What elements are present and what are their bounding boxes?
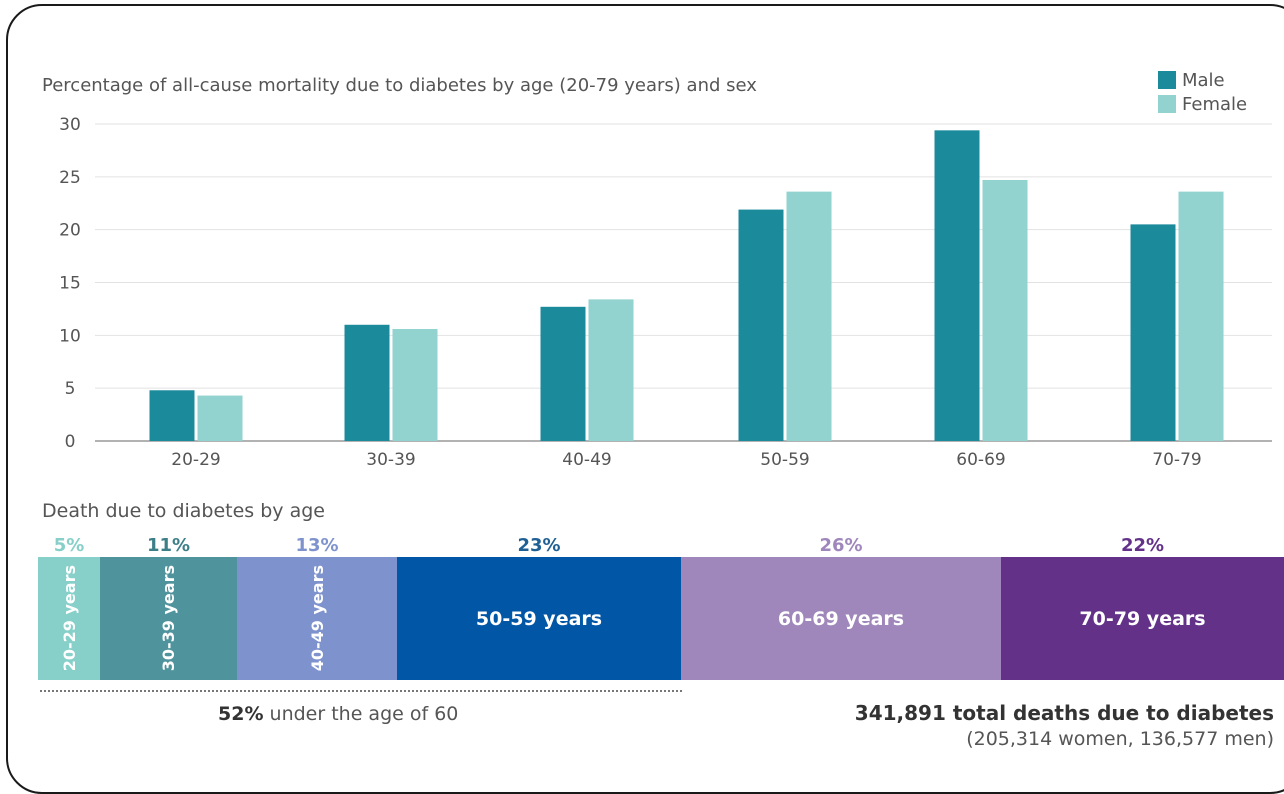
x-tick-label: 50-59 — [760, 450, 809, 470]
x-tick-label: 30-39 — [366, 450, 415, 470]
y-tick-label: 15 — [59, 274, 81, 294]
legend-label-male: Male — [1182, 70, 1225, 91]
segment-percent: 5% — [53, 535, 85, 556]
y-tick-label: 25 — [59, 168, 81, 188]
segment-percent: 23% — [517, 535, 561, 556]
segment-label: 40-49 years — [307, 565, 327, 672]
bar-male-40-49 — [540, 306, 586, 441]
x-tick-label: 40-49 — [562, 450, 611, 470]
under-60-note: 52% under the age of 60 — [218, 703, 458, 725]
bar-male-30-39 — [344, 324, 390, 441]
age-segment-4: 23% 50-59 years — [397, 535, 681, 680]
segment-percent: 26% — [819, 535, 863, 556]
under-60-pct: 52% — [218, 703, 264, 725]
y-tick-label: 30 — [59, 115, 81, 135]
grouped-bar-chart: 0 5 10 15 20 25 30 20-29 30-39 40-49 50-59 60-69 70-… — [42, 70, 1272, 470]
grid-lines — [95, 123, 1272, 442]
age-breakdown-bar: 5% 20-29 years 11% 30-39 years 13% 40-49 year… — [38, 535, 1284, 680]
segment-label: 30-39 years — [159, 565, 178, 672]
segment-percent: 11% — [146, 535, 191, 556]
y-tick-label: 0 — [65, 432, 76, 452]
y-tick-label: 20 — [59, 221, 81, 241]
segment-block: 70-79 years — [1001, 557, 1284, 680]
segment-block: 50-59 years — [397, 557, 681, 680]
axis-ticks: 0 5 10 15 20 25 30 20-29 30-39 40-49 50-59 60-69 70-… — [59, 115, 1202, 470]
legend-swatch-female — [1158, 95, 1176, 113]
segment-label: 50-59 years — [475, 607, 603, 630]
segment-percent: 13% — [295, 535, 339, 556]
under-60-text: under the age of 60 — [269, 703, 459, 725]
total-deaths: 341,891 total deaths due to diabetes — [854, 701, 1274, 725]
segment-block: 30-39 years — [100, 557, 237, 680]
bar-female-40-49 — [588, 299, 634, 441]
chart-title: Percentage of all-cause mortality due to… — [42, 75, 757, 96]
x-tick-label: 20-29 — [171, 450, 220, 470]
segment-block: 40-49 years — [237, 557, 397, 680]
bar-male-60-69 — [934, 130, 980, 441]
segment-percent: 22% — [1120, 535, 1165, 556]
legend-swatch-male — [1158, 71, 1176, 89]
bar-female-30-39 — [392, 328, 438, 441]
x-tick-label: 60-69 — [956, 450, 1005, 470]
y-tick-label: 10 — [59, 326, 81, 346]
segment-label: 60-69 years — [777, 607, 905, 630]
age-segment-3: 13% 40-49 years — [237, 535, 397, 680]
bar-female-60-69 — [982, 180, 1028, 441]
age-segment-6: 22% 70-79 years — [1001, 535, 1284, 680]
y-tick-label: 5 — [65, 379, 76, 399]
segment-block: 20-29 years — [38, 557, 100, 680]
legend: Male Female — [1158, 70, 1247, 115]
bars — [149, 130, 1224, 441]
bar-female-50-59 — [786, 191, 832, 441]
segment-label: 20-29 years — [59, 565, 79, 672]
breakdown-title: Death due to diabetes by age — [42, 500, 325, 522]
under-60-bracket — [40, 690, 682, 692]
legend-label-female: Female — [1182, 94, 1247, 115]
age-segment-1: 5% 20-29 years — [38, 535, 100, 680]
bar-male-50-59 — [738, 209, 784, 441]
deaths-by-sex: (205,314 women, 136,577 men) — [966, 728, 1274, 750]
age-segment-2: 11% 30-39 years — [100, 535, 237, 680]
bar-male-20-29 — [149, 390, 195, 441]
segment-label: 70-79 years — [1079, 607, 1206, 630]
total-deaths-note: 341,891 total deaths due to diabetes (20… — [855, 700, 1274, 753]
segment-block: 60-69 years — [681, 557, 1001, 680]
bar-female-20-29 — [197, 395, 243, 441]
bar-male-70-79 — [1130, 224, 1176, 441]
bar-female-70-79 — [1178, 191, 1224, 441]
x-tick-label: 70-79 — [1152, 450, 1201, 470]
age-segment-5: 26% 60-69 years — [681, 535, 1001, 680]
